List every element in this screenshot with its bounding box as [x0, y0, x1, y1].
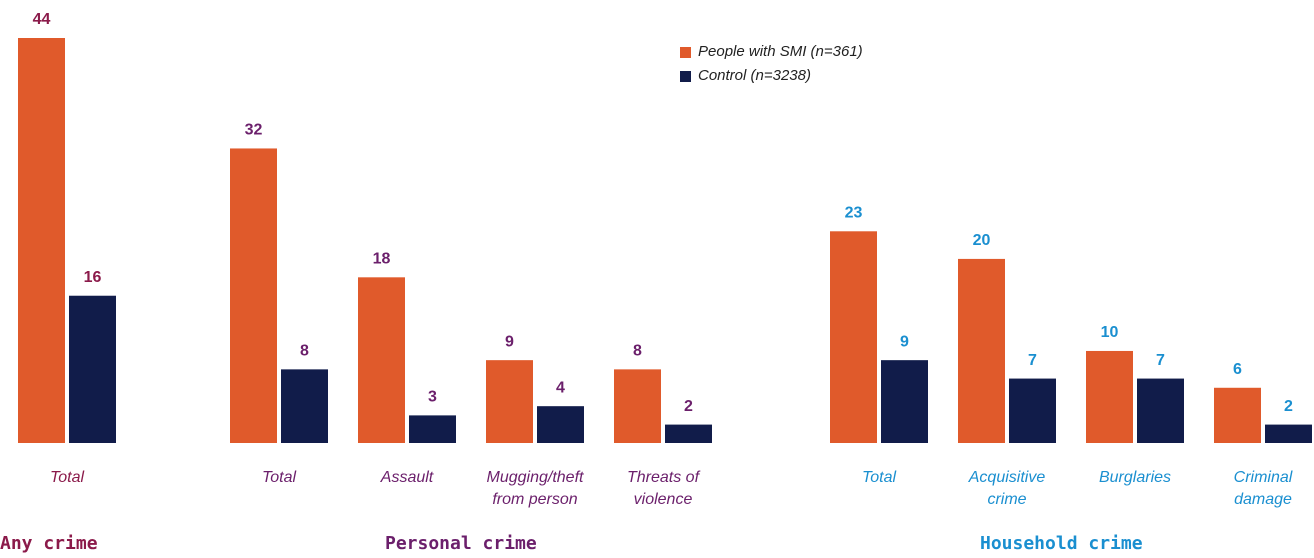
- bar: [1137, 378, 1184, 443]
- bar: [1086, 350, 1133, 443]
- x-tick-label: Total: [50, 469, 85, 486]
- value-label: 32: [245, 122, 263, 139]
- x-tick-label: Burglaries: [1099, 469, 1171, 486]
- x-tick-label: Criminal: [1234, 469, 1293, 486]
- value-label: 16: [84, 269, 102, 286]
- x-tick-label: from person: [492, 491, 577, 508]
- x-tick-label: Acquisitive: [968, 469, 1046, 486]
- group-label: Household crime: [980, 533, 1143, 554]
- value-label: 2: [684, 398, 693, 415]
- value-label: 7: [1156, 352, 1165, 369]
- value-label: 9: [900, 333, 909, 350]
- x-tick-label: Total: [262, 469, 297, 486]
- legend-swatch: [680, 71, 691, 82]
- value-label: 2: [1284, 398, 1293, 415]
- bar: [69, 295, 116, 443]
- bar: [537, 406, 584, 443]
- bar: [1214, 387, 1261, 443]
- value-label: 9: [505, 333, 514, 350]
- value-label: 44: [33, 11, 51, 28]
- value-label: 10: [1101, 324, 1119, 341]
- bar: [409, 415, 456, 443]
- legend-label: People with SMI (n=361): [698, 43, 863, 60]
- bar: [1009, 378, 1056, 443]
- bar: [614, 369, 661, 443]
- value-label: 7: [1028, 352, 1037, 369]
- group-label: Any crime: [0, 533, 98, 554]
- value-label: 4: [556, 379, 565, 396]
- bar: [18, 38, 65, 443]
- x-tick-label: damage: [1234, 491, 1292, 508]
- bar: [665, 424, 712, 443]
- bar: [881, 360, 928, 443]
- bar: [358, 277, 405, 443]
- x-tick-label: Total: [862, 469, 897, 486]
- bar: [230, 148, 277, 444]
- value-label: 23: [845, 205, 863, 222]
- bar: [1265, 424, 1312, 443]
- value-label: 8: [633, 343, 642, 360]
- x-tick-label: crime: [987, 491, 1026, 508]
- legend-swatch: [680, 47, 691, 58]
- value-label: 18: [373, 251, 391, 268]
- value-label: 8: [300, 343, 309, 360]
- x-tick-label: Mugging/theft: [487, 469, 585, 486]
- bar: [958, 258, 1005, 443]
- value-label: 3: [428, 389, 437, 406]
- bar: [830, 231, 877, 443]
- x-tick-label: Assault: [380, 469, 434, 486]
- value-label: 6: [1233, 361, 1242, 378]
- bar: [486, 360, 533, 443]
- group-label: Personal crime: [385, 533, 537, 554]
- bar: [281, 369, 328, 443]
- legend-label: Control (n=3238): [698, 67, 811, 84]
- x-tick-label: Threats of: [627, 469, 701, 486]
- x-tick-label: violence: [634, 491, 693, 508]
- value-label: 20: [973, 232, 991, 249]
